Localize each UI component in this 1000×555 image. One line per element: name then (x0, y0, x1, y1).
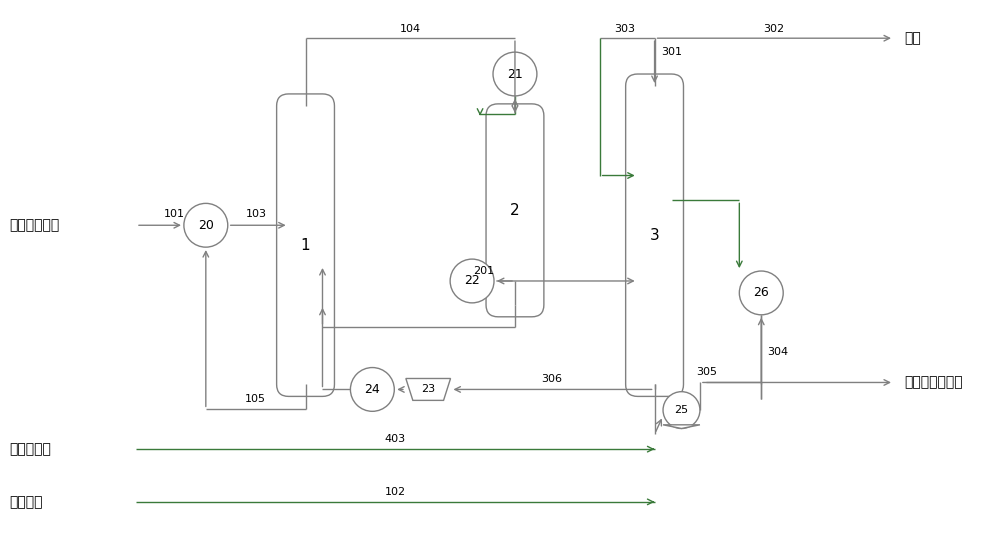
Text: 24: 24 (364, 383, 380, 396)
Text: 304: 304 (767, 347, 788, 357)
Text: 306: 306 (541, 375, 562, 385)
Text: 101: 101 (163, 209, 184, 219)
Text: 3: 3 (650, 228, 659, 243)
Text: 2: 2 (510, 203, 520, 218)
Text: 21: 21 (507, 68, 523, 80)
Text: 302: 302 (764, 24, 785, 34)
Text: 301: 301 (662, 47, 683, 57)
Text: 脱轻塔顶采: 脱轻塔顶采 (9, 442, 51, 456)
Polygon shape (406, 379, 451, 400)
Text: 105: 105 (245, 395, 266, 405)
Text: 22: 22 (464, 275, 480, 287)
Circle shape (350, 367, 394, 411)
Circle shape (184, 203, 228, 247)
Text: 25: 25 (674, 405, 689, 415)
Text: 403: 403 (385, 434, 406, 444)
Text: 氢气原料: 氢气原料 (9, 495, 43, 509)
Text: 305: 305 (696, 367, 717, 377)
Text: 精制单元脱轻塔: 精制单元脱轻塔 (904, 376, 963, 390)
Text: 102: 102 (385, 487, 406, 497)
Text: 303: 303 (614, 24, 635, 34)
FancyBboxPatch shape (486, 104, 544, 317)
Text: 201: 201 (473, 266, 494, 276)
Circle shape (663, 392, 700, 428)
Text: 锅炉: 锅炉 (904, 31, 921, 45)
Circle shape (739, 271, 783, 315)
Text: 103: 103 (246, 209, 267, 219)
Polygon shape (663, 425, 700, 428)
Circle shape (493, 52, 537, 96)
Text: 26: 26 (753, 286, 769, 299)
Text: 20: 20 (198, 219, 214, 232)
FancyBboxPatch shape (626, 74, 683, 396)
Text: 醜酸乙酯原料: 醜酸乙酯原料 (9, 218, 60, 232)
FancyBboxPatch shape (277, 94, 334, 396)
Text: 1: 1 (301, 238, 310, 253)
Text: 23: 23 (421, 385, 435, 395)
Circle shape (450, 259, 494, 303)
Text: 104: 104 (400, 24, 421, 34)
